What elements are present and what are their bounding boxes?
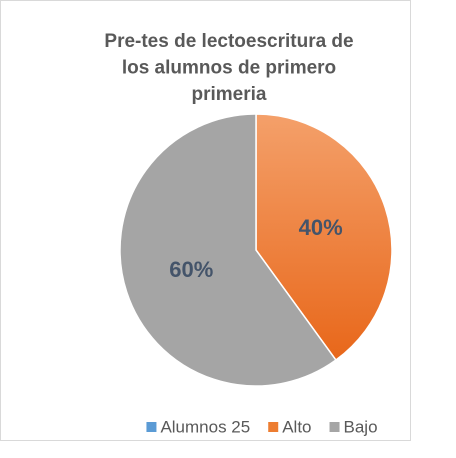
legend-label: Alto xyxy=(282,417,311,436)
pie-slice xyxy=(119,113,337,387)
chart-title: los alumnos de primero xyxy=(122,58,336,79)
data-label: 60% xyxy=(169,257,213,282)
data-label: 40% xyxy=(299,215,343,240)
legend-label: Bajo xyxy=(344,417,378,436)
legend-swatch xyxy=(146,422,157,432)
legend-swatch xyxy=(268,422,279,432)
chart-title: primeria xyxy=(192,84,267,105)
legend-swatch xyxy=(329,422,340,432)
legend-label: Alumnos 25 xyxy=(160,417,250,436)
chart-title: Pre-tes de lectoescritura de xyxy=(104,31,353,52)
pie-slice xyxy=(255,113,393,362)
